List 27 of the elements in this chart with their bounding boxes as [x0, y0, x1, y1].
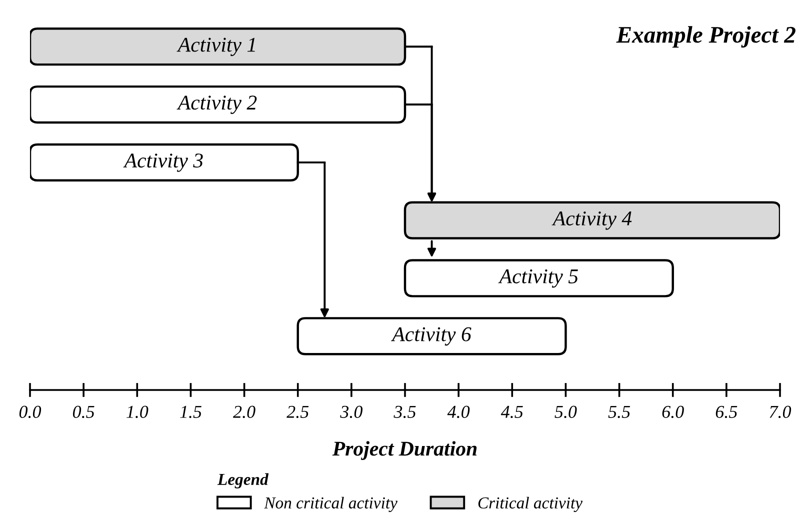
- x-tick-label: 1.5: [180, 406, 202, 418]
- x-axis-title: Project Duration: [332, 441, 477, 460]
- x-tick-label: 0.0: [19, 406, 42, 418]
- x-tick-label: 2.5: [286, 406, 309, 418]
- y-tick-label: Activity 3: [123, 154, 203, 172]
- x-tick-label: 5.5: [608, 406, 630, 418]
- x-tick-label: 0.5: [72, 406, 94, 418]
- chart-title: Example Project 2: [616, 26, 796, 48]
- x-tick-label: 4.0: [447, 406, 470, 418]
- bar: [404, 259, 674, 298]
- y-tick-label: Activity 6: [391, 327, 472, 346]
- x-tick-label: 2.0: [233, 406, 256, 418]
- x-tick-label: 7.0: [770, 406, 792, 418]
- legend-label: Non critical activity: [264, 496, 398, 512]
- x-tick-label: 6.5: [716, 406, 738, 418]
- y-tick-label: Activity 1: [176, 38, 255, 56]
- y-tick-label: Activity 2: [176, 96, 257, 114]
- y-tick-label: Activity 4: [552, 211, 632, 230]
- y-tick-label: Activity 5: [498, 269, 578, 288]
- x-tick-label: 3.5: [394, 406, 416, 418]
- x-tick-label: 1.0: [126, 406, 148, 418]
- legend-label: Critical activity: [478, 496, 583, 512]
- x-tick-label: 5.0: [554, 406, 577, 418]
- x-tick-label: 6.0: [662, 406, 684, 418]
- x-tick-label: 4.5: [500, 406, 523, 418]
- legend-title: Legend: [217, 473, 269, 488]
- x-tick-label: 3.0: [340, 406, 362, 418]
